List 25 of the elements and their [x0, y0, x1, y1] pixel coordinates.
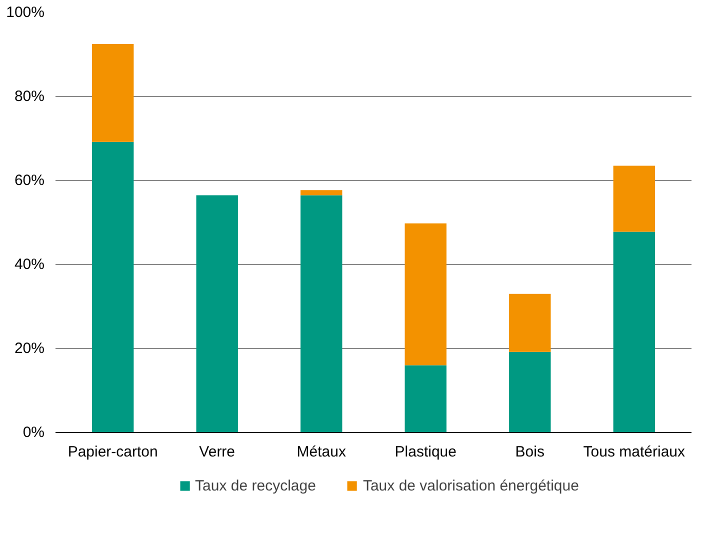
x-tick-label: Tous matériaux — [583, 444, 686, 460]
bar — [509, 294, 551, 352]
y-tick-label: 40% — [14, 256, 45, 273]
y-tick-label: 100% — [6, 4, 45, 21]
bar — [196, 195, 238, 432]
bar — [613, 166, 656, 232]
y-tick-label: 80% — [14, 88, 45, 105]
bar — [300, 190, 342, 196]
bar — [404, 365, 446, 432]
bar — [509, 352, 551, 432]
legend-label: Taux de valorisation énergétique — [362, 477, 579, 494]
bar — [92, 142, 134, 432]
x-tick-label: Verre — [199, 444, 236, 460]
legend-label: Taux de recyclage — [195, 477, 316, 494]
y-tick-label: 20% — [14, 340, 45, 357]
x-tick-label: Plastique — [394, 444, 456, 460]
y-tick-label: 60% — [14, 172, 45, 189]
bar — [404, 223, 446, 366]
bar — [92, 44, 134, 142]
x-tick-label: Métaux — [296, 444, 346, 460]
y-tick-label: 0% — [22, 424, 45, 441]
x-tick-label: Bois — [515, 444, 544, 460]
x-tick-label: Papier-carton — [68, 444, 158, 460]
bar — [613, 232, 656, 432]
bar — [300, 195, 342, 432]
